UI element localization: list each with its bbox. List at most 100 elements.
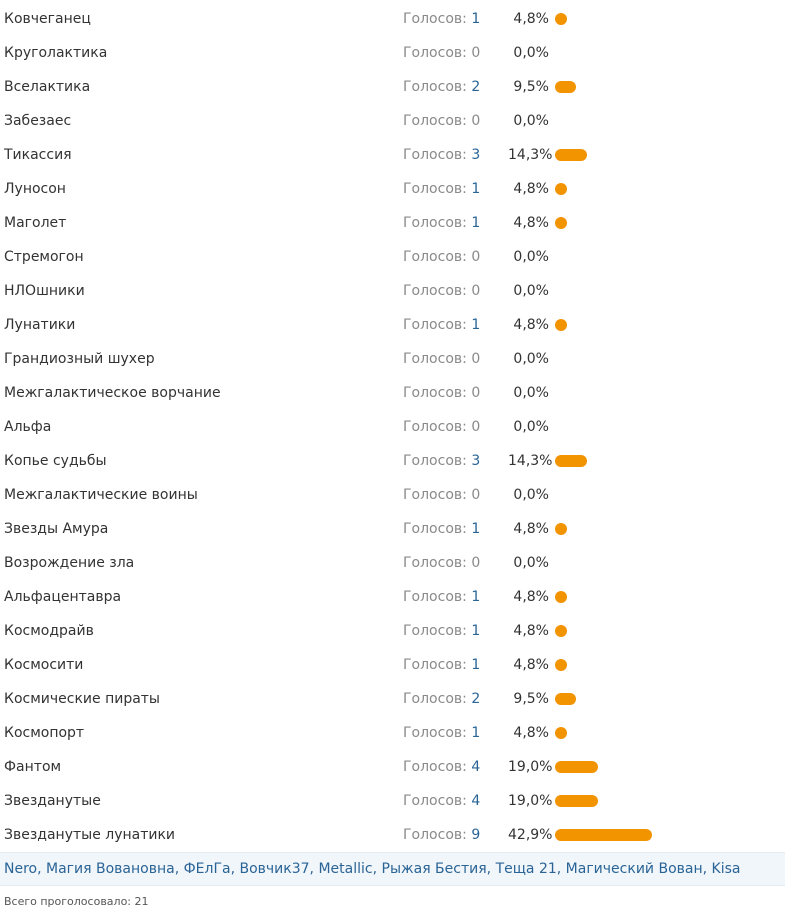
poll-option-votes: Голосов: 1 bbox=[403, 0, 480, 38]
votes-label: Голосов: bbox=[403, 385, 467, 401]
votes-label: Голосов: bbox=[403, 45, 467, 61]
poll-option-percent: 0,0% bbox=[513, 555, 549, 571]
voter-separator: , bbox=[486, 861, 496, 877]
poll-option-row: Космосити Голосов: 1 4,8% bbox=[0, 646, 785, 680]
votes-count[interactable]: 1 bbox=[471, 181, 481, 197]
votes-count[interactable]: 4 bbox=[471, 759, 481, 775]
votes-label: Голосов: bbox=[403, 283, 467, 299]
votes-count[interactable]: 2 bbox=[471, 79, 481, 95]
poll-option-label: Межгалактическое ворчание bbox=[4, 385, 221, 401]
poll-option-row: Космические пираты Голосов: 2 9,5% bbox=[0, 680, 785, 714]
voter-separator: , bbox=[230, 861, 240, 877]
votes-count[interactable]: 1 bbox=[471, 11, 481, 27]
votes-count[interactable]: 1 bbox=[471, 657, 481, 673]
voter-separator: , bbox=[372, 861, 382, 877]
voter-link[interactable]: Kisa bbox=[711, 861, 741, 877]
poll-option-votes: Голосов: 9 bbox=[403, 816, 480, 854]
poll-option-votes: Голосов: 1 bbox=[403, 170, 480, 208]
poll-option-bar bbox=[555, 693, 576, 705]
poll-option-percent: 0,0% bbox=[513, 385, 549, 401]
poll-option-votes: Голосов: 0 bbox=[403, 408, 480, 446]
voter-link[interactable]: Теща 21 bbox=[495, 861, 557, 877]
poll-option-votes: Голосов: 0 bbox=[403, 34, 480, 72]
voter-link[interactable]: Магический Вован bbox=[565, 861, 703, 877]
poll-option-row: Вселактика Голосов: 2 9,5% bbox=[0, 68, 785, 102]
votes-count[interactable]: 3 bbox=[471, 147, 481, 163]
poll-option-percent: 0,0% bbox=[513, 113, 549, 129]
votes-count[interactable]: 2 bbox=[471, 691, 481, 707]
poll-option-bar bbox=[555, 761, 598, 773]
poll-option-bar bbox=[555, 727, 567, 739]
poll-option-row: Круголактика Голосов: 0 0,0% bbox=[0, 34, 785, 68]
poll-option-percent: 0,0% bbox=[513, 283, 549, 299]
poll-option-bar bbox=[555, 81, 576, 93]
poll-option-votes: Голосов: 3 bbox=[403, 442, 480, 480]
votes-count[interactable]: 1 bbox=[471, 589, 481, 605]
poll-option-row: Космодрайв Голосов: 1 4,8% bbox=[0, 612, 785, 646]
votes-count: 0 bbox=[471, 351, 481, 367]
poll-option-percent: 4,8% bbox=[513, 589, 549, 605]
poll-option-bar bbox=[555, 659, 567, 671]
voter-link[interactable]: Вовчик37 bbox=[239, 861, 310, 877]
poll-option-row: Маголет Голосов: 1 4,8% bbox=[0, 204, 785, 238]
poll-option-bar bbox=[555, 523, 567, 535]
total-voted-count: 21 bbox=[134, 895, 149, 908]
poll-option-votes: Голосов: 1 bbox=[403, 612, 480, 650]
votes-label: Голосов: bbox=[403, 487, 467, 503]
votes-label: Голосов: bbox=[403, 589, 467, 605]
poll-option-bar bbox=[555, 795, 598, 807]
poll-option-votes: Голосов: 1 bbox=[403, 306, 480, 344]
votes-label: Голосов: bbox=[403, 555, 467, 571]
votes-count[interactable]: 1 bbox=[471, 521, 481, 537]
poll-option-percent: 0,0% bbox=[513, 45, 549, 61]
poll-option-label: Луносон bbox=[4, 181, 66, 197]
poll-option-label: Возрождение зла bbox=[4, 555, 135, 571]
poll-option-bar bbox=[555, 217, 567, 229]
poll-option-bar bbox=[555, 829, 652, 841]
poll-option-label: Альфацентавра bbox=[4, 589, 122, 605]
poll-option-votes: Голосов: 0 bbox=[403, 340, 480, 378]
votes-label: Голосов: bbox=[403, 249, 467, 265]
poll-option-votes: Голосов: 1 bbox=[403, 578, 480, 616]
votes-count[interactable]: 1 bbox=[471, 623, 481, 639]
votes-count[interactable]: 1 bbox=[471, 317, 481, 333]
poll-option-row: Фантом Голосов: 4 19,0% bbox=[0, 748, 785, 782]
votes-count: 0 bbox=[471, 113, 481, 129]
poll-option-label: Грандиозный шухер bbox=[4, 351, 155, 367]
poll-option-label: Тикассия bbox=[4, 147, 72, 163]
poll-option-votes: Голосов: 2 bbox=[403, 68, 480, 106]
poll-option-label: Лунатики bbox=[4, 317, 76, 333]
voter-link[interactable]: Metallic bbox=[318, 861, 373, 877]
poll-option-label: Космодрайв bbox=[4, 623, 94, 639]
votes-count[interactable]: 1 bbox=[471, 725, 481, 741]
votes-count[interactable]: 9 bbox=[471, 827, 481, 843]
votes-count[interactable]: 4 bbox=[471, 793, 481, 809]
voter-link[interactable]: Nero bbox=[4, 861, 38, 877]
votes-label: Голосов: bbox=[403, 147, 467, 163]
voter-link[interactable]: Рыжая Бестия bbox=[381, 861, 487, 877]
votes-count[interactable]: 1 bbox=[471, 215, 481, 231]
voter-link[interactable]: ФЕлГа bbox=[183, 861, 231, 877]
poll-option-percent: 4,8% bbox=[513, 725, 549, 741]
poll-option-label: Ковчеганец bbox=[4, 11, 91, 27]
poll-option-percent: 4,8% bbox=[513, 657, 549, 673]
votes-label: Голосов: bbox=[403, 691, 467, 707]
poll-option-label: Копье судьбы bbox=[4, 453, 107, 469]
voter-link[interactable]: Магия Вовановна bbox=[46, 861, 175, 877]
poll-option-label: НЛОшники bbox=[4, 283, 85, 299]
poll-option-votes: Голосов: 0 bbox=[403, 544, 480, 582]
poll-option-votes: Голосов: 1 bbox=[403, 714, 480, 752]
poll-option-votes: Голосов: 1 bbox=[403, 646, 480, 684]
poll-option-percent: 14,3% bbox=[508, 453, 553, 469]
poll-option-label: Маголет bbox=[4, 215, 67, 231]
poll-option-label: Межгалактические воины bbox=[4, 487, 198, 503]
votes-count[interactable]: 3 bbox=[471, 453, 481, 469]
votes-label: Голосов: bbox=[403, 725, 467, 741]
voter-separator: , bbox=[174, 861, 184, 877]
poll-option-percent: 4,8% bbox=[513, 623, 549, 639]
poll-option-bar bbox=[555, 591, 567, 603]
votes-label: Голосов: bbox=[403, 793, 467, 809]
poll-option-bar bbox=[555, 149, 587, 161]
poll-option-row: Тикассия Голосов: 3 14,3% bbox=[0, 136, 785, 170]
poll-option-votes: Голосов: 1 bbox=[403, 204, 480, 242]
